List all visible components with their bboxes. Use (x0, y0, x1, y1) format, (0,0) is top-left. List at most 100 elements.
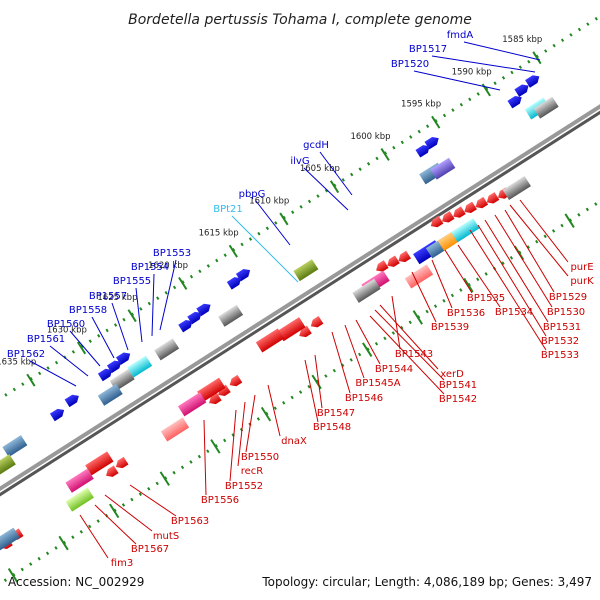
forward-gene-leader (91, 316, 115, 359)
reverse-gene-label: BP1544 (375, 364, 413, 375)
ruler-label: 1600 kbp (350, 132, 390, 142)
reverse-gene-leader (374, 309, 445, 381)
reverse-feature-block-shape (85, 451, 114, 476)
reverse-feature-block (502, 175, 531, 201)
ruler-label: 1630 kbp (47, 325, 87, 335)
reverse-gene-label: mutS (153, 531, 179, 542)
forward-gene-leader (49, 345, 89, 377)
ruler-tick (532, 51, 542, 65)
ruler-tick (26, 373, 36, 387)
reverse-gene-arrow-shape (464, 201, 477, 213)
reverse-feature-block-shape (451, 218, 480, 243)
forward-feature-block (218, 304, 244, 327)
reverse-gene-arrow (106, 465, 119, 477)
reverse-feature-block-shape (65, 468, 94, 493)
forward-gene-leader (431, 55, 536, 73)
reverse-feature-block (160, 417, 190, 442)
forward-feature-block-shape (533, 96, 559, 119)
forward-gene-label: BP1553 (153, 248, 191, 259)
forward-gene-label: BP1561 (27, 334, 65, 345)
forward-gene-leader (69, 330, 101, 367)
forward-feature-block (154, 338, 180, 361)
forward-gene-label: BP1562 (7, 349, 45, 360)
accession-text: Accession: NC_002929 (8, 575, 144, 589)
reverse-gene-label: dnaX (281, 436, 307, 447)
reverse-gene-leader (509, 204, 569, 277)
reverse-feature-block (85, 451, 114, 476)
reverse-gene-leader (314, 354, 323, 409)
forward-gene-arrow (507, 95, 522, 109)
ruler-label: 1615 kbp (199, 229, 239, 239)
forward-gene-arrow (514, 84, 529, 97)
reverse-gene-label: BP1550 (241, 452, 279, 463)
reverse-gene-leader (331, 331, 351, 394)
reverse-gene-label: BP1567 (131, 544, 169, 555)
forward-gene-leader (303, 167, 349, 211)
reverse-gene-label: fim3 (111, 558, 133, 569)
ruler-tick (279, 212, 289, 226)
forward-feature-block (533, 96, 559, 119)
reverse-feature-block-shape (0, 527, 20, 552)
reverse-feature-block (352, 278, 381, 303)
inner-ruler-tick (362, 342, 373, 357)
reverse-gene-leader (355, 319, 381, 365)
reverse-gene-label: xerD (440, 369, 464, 380)
reverse-gene-label: BP1533 (541, 350, 579, 361)
reverse-gene-leader (411, 271, 437, 323)
inner-ruler-tick (58, 535, 69, 551)
reverse-gene-arrow (115, 456, 129, 469)
forward-gene-arrow-shape (226, 277, 242, 290)
inner-ruler-tick (7, 568, 19, 583)
reverse-feature-block-shape (404, 264, 434, 289)
reverse-feature-block-shape (502, 175, 531, 201)
reverse-gene-leader (245, 394, 256, 453)
reverse-gene-leader (369, 315, 445, 395)
reverse-gene-arrow (430, 215, 444, 228)
ruler-tick (76, 341, 87, 355)
reverse-gene-arrow-shape (209, 392, 222, 405)
forward-feature-block-shape (430, 157, 456, 180)
reverse-gene-leader (431, 259, 453, 309)
reverse-feature-block-shape (277, 317, 306, 342)
reverse-gene-arrow-shape (486, 192, 500, 204)
reverse-feature-block (277, 317, 306, 342)
forward-gene-leader (151, 273, 155, 337)
reverse-gene-leader (477, 224, 547, 337)
reverse-gene-label: BP1531 (543, 322, 581, 333)
inner-ruler-tick (412, 310, 423, 325)
reverse-gene-leader (229, 409, 237, 482)
reverse-gene-arrow (486, 192, 500, 204)
reverse-gene-label: BP1545A (355, 378, 400, 389)
forward-feature-block-shape (127, 355, 153, 378)
reverse-gene-arrow-shape (387, 255, 400, 267)
reverse-gene-leader (504, 209, 555, 293)
ruler-tick (380, 148, 390, 161)
forward-gene-arrow (64, 394, 79, 408)
ruler-label: 1635 kbp (0, 358, 36, 368)
forward-gene-label: BP1554 (131, 262, 169, 273)
reverse-gene-arrow (442, 211, 455, 223)
reverse-gene-leader (237, 401, 246, 467)
reverse-gene-leader (203, 419, 207, 496)
forward-feature-block (430, 157, 456, 180)
forward-gene-leader (231, 215, 299, 283)
reverse-feature-block (197, 377, 226, 402)
reverse-gene-leader (444, 249, 473, 294)
reverse-feature-block (451, 218, 480, 243)
ruler-label: 1625 kbp (97, 293, 137, 303)
forward-feature-block (293, 259, 319, 282)
inner-ruler-tick (159, 471, 170, 486)
reverse-feature-block (0, 527, 20, 552)
forward-feature-block (2, 435, 28, 458)
reverse-gene-leader (519, 199, 569, 263)
forward-gene-arrow (226, 277, 242, 290)
forward-gene-label: BP1557 (89, 291, 127, 302)
forward-gene-arrow-shape (415, 145, 430, 158)
reverse-gene-leader (129, 484, 177, 517)
reverse-gene-leader (344, 324, 365, 379)
forward-gene-leader (255, 200, 291, 246)
reverse-feature-block (65, 468, 94, 493)
forward-feature-block (127, 355, 153, 378)
backbone-inner (0, 110, 600, 497)
